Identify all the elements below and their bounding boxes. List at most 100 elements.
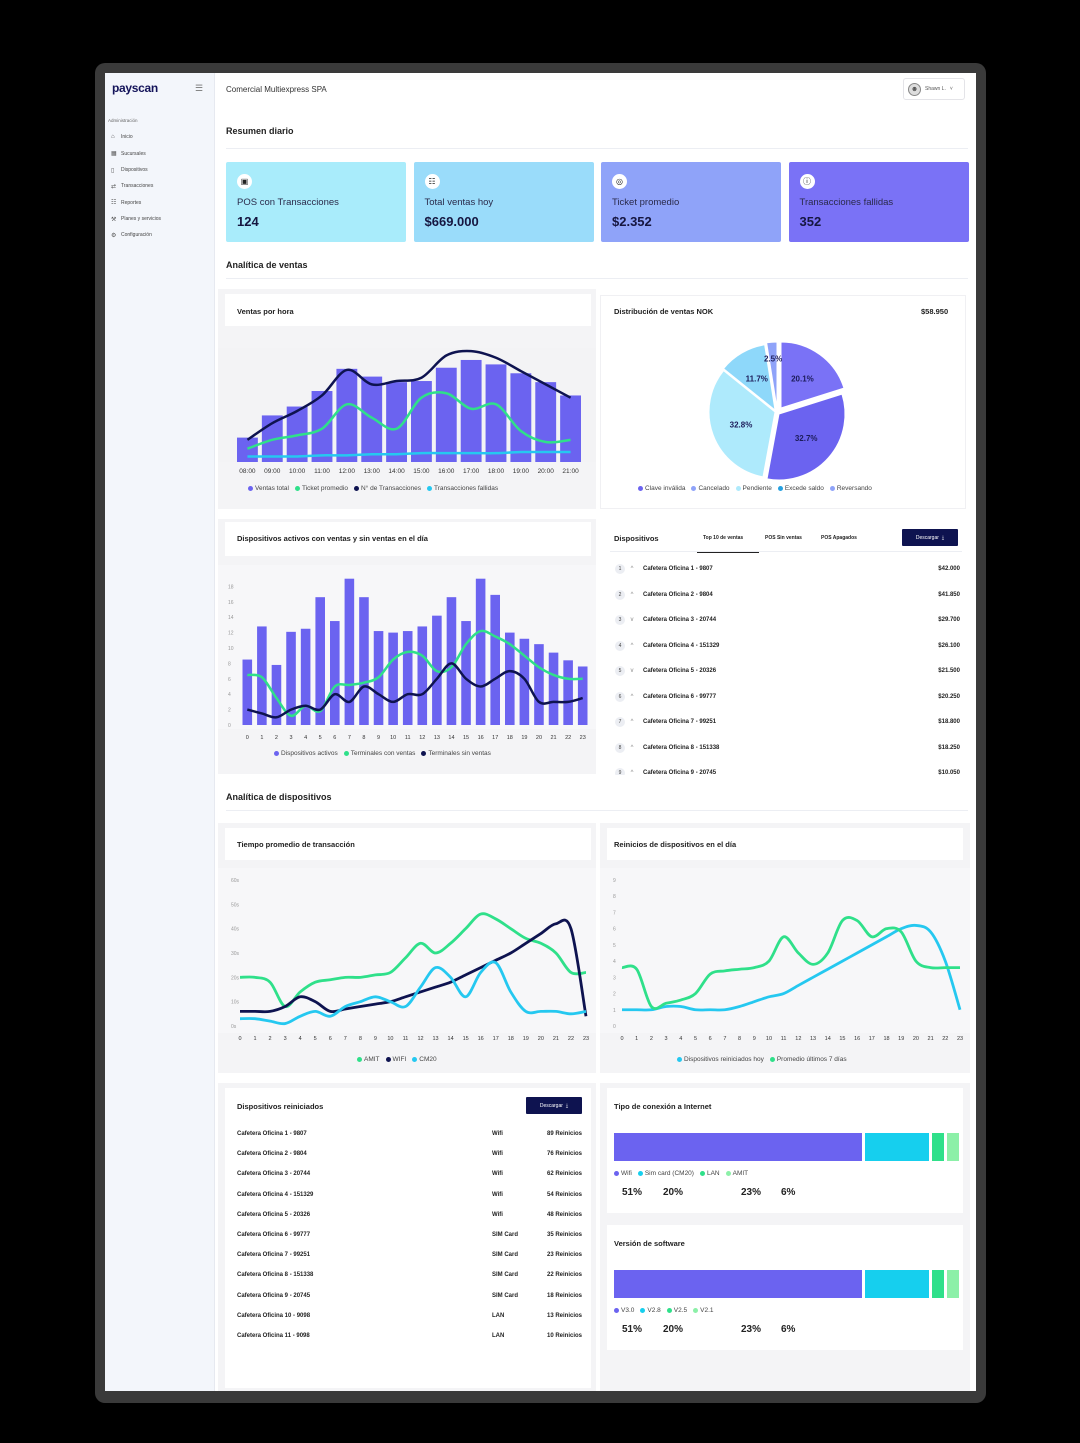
x-tick-label: 20 <box>536 735 542 741</box>
download-icon: ⤓ <box>565 1102 569 1109</box>
x-tick-label: 4 <box>679 1036 682 1042</box>
y-tick-label: 20s <box>231 975 240 981</box>
legend-item: CM20 <box>412 1056 437 1063</box>
legend-item: AMIT <box>725 1170 749 1177</box>
x-tick-label: 22 <box>942 1036 948 1042</box>
kpi-label: Transacciones fallidas <box>799 197 894 208</box>
list-item[interactable]: 9 ^ Cafetera Oficina 9 - 20745 $10.050 <box>615 763 960 775</box>
kpi-card[interactable]: ⓘ Transacciones fallidas 352 <box>788 162 969 242</box>
pie-slice <box>780 341 845 409</box>
sidebar-item[interactable]: ⌂ Inicio <box>111 134 133 140</box>
hamburger-menu-icon[interactable]: ☰ <box>195 83 204 93</box>
download-devices-button[interactable]: Descargar ⤓ <box>902 529 958 546</box>
list-item[interactable]: 8 ^ Cafetera Oficina 8 - 151338 $18.250 <box>615 738 960 758</box>
download-restarts-button[interactable]: Descargar ⤓ <box>526 1097 582 1114</box>
user-menu[interactable]: ☻ Shawn L. ˅ <box>903 78 965 100</box>
percentage-value: 6% <box>781 1187 796 1198</box>
app-screen: payscan ☰ Administración ⌂ Inicio ▦ Sucursa… <box>105 73 976 1391</box>
software-title: Versión de software <box>614 1239 685 1248</box>
legend-label: AMIT <box>732 1170 749 1177</box>
avatar-icon: ☻ <box>908 82 921 96</box>
restarts-legend: Dispositivos reiniciados hoy Promedio últ… <box>677 1056 847 1063</box>
pos-icon: ▣ <box>237 174 252 189</box>
x-tick-label: 14:00 <box>388 468 405 475</box>
divider <box>610 551 962 552</box>
ticket-icon: ◎ <box>612 174 627 189</box>
x-tick-label: 12 <box>795 1036 801 1042</box>
sidebar-item[interactable]: ▦ Sucursales <box>111 150 146 158</box>
list-item[interactable]: 7 ^ Cafetera Oficina 7 - 99251 $18.800 <box>615 712 960 732</box>
stacked-bar-segment <box>614 1133 862 1161</box>
x-tick-label: 0 <box>620 1036 623 1042</box>
kpi-card[interactable]: ☷ Total ventas hoy $669.000 <box>413 162 594 242</box>
download-label: Descargar <box>539 1102 563 1109</box>
sidebar-item-label: Dispositivos <box>121 167 148 174</box>
x-tick-label: 14 <box>448 735 454 741</box>
bar <box>505 632 515 725</box>
sidebar-item[interactable]: ⚒ Planes y servicios <box>111 216 161 223</box>
chevron-down-icon: ˅ <box>949 86 953 92</box>
bar <box>257 626 267 725</box>
sidebar-item[interactable]: ⚙ Configuración <box>111 232 152 239</box>
device-name: Cafetera Oficina 5 - 20326 <box>237 1211 311 1218</box>
kpi-card[interactable]: ◎ Ticket promedio $2.352 <box>601 162 781 242</box>
x-tick-label: 14 <box>825 1036 831 1042</box>
legend-label: LAN <box>706 1170 720 1177</box>
series-line <box>247 450 571 458</box>
legend-item: Wifi <box>614 1170 632 1177</box>
legend-label: AMIT <box>364 1056 380 1063</box>
sidebar-item-label: Configuración <box>121 232 152 239</box>
restart-count: 22 Reinicios <box>546 1272 582 1279</box>
legend-item: Ventas total <box>248 485 289 492</box>
y-tick-label: 9 <box>613 878 616 884</box>
legend-item: Dispositivos reiniciados hoy <box>677 1056 764 1063</box>
sidebar-item[interactable]: ⇄ Transacciones <box>111 183 153 190</box>
list-item[interactable]: 2 ^ Cafetera Oficina 2 - 9804 $41.850 <box>615 585 960 605</box>
x-tick-label: 19 <box>523 1036 529 1042</box>
legend-label: Promedio últimos 7 días <box>776 1056 847 1063</box>
x-tick-label: 17:00 <box>463 468 480 475</box>
legend-label: Terminales sin ventas <box>428 750 491 757</box>
percentage-value: 6% <box>781 1324 796 1335</box>
series-line <box>622 923 962 1012</box>
x-tick-label: 21:00 <box>562 468 579 475</box>
tab-top-10[interactable]: Top 10 de ventas <box>703 535 744 541</box>
bar <box>485 364 507 462</box>
x-tick-label: 3 <box>665 1036 668 1042</box>
bar <box>359 597 369 725</box>
sidebar-item[interactable]: ▯ Dispositivos <box>111 167 148 174</box>
legend-item: V2.5 <box>666 1307 688 1314</box>
list-item[interactable]: 4 ^ Cafetera Oficina 4 - 151329 $26.100 <box>615 636 960 656</box>
kpi-card[interactable]: ▣ POS con Transacciones 124 <box>226 162 406 242</box>
connection-title: Tipo de conexión a Internet <box>614 1102 712 1111</box>
x-tick-label: 15 <box>463 1036 469 1042</box>
legend-label: V2.5 <box>673 1307 688 1314</box>
sidebar-item[interactable]: ☷ Reportes <box>111 199 141 207</box>
rank-badge: 6 <box>615 691 625 702</box>
legend-label: Wifi <box>621 1170 632 1177</box>
device-name: Cafetera Oficina 1 - 9807 <box>237 1131 307 1137</box>
device-value: $21.500 <box>938 668 960 674</box>
connection-type: Wifi <box>492 1211 503 1218</box>
y-tick-label: 50s <box>231 902 240 908</box>
bar <box>548 652 559 725</box>
series-line <box>247 391 571 450</box>
list-item[interactable]: 1 ^ Cafetera Oficina 1 - 9807 $42.000 <box>615 559 960 579</box>
series-line <box>621 916 960 1010</box>
x-tick-label: 21 <box>928 1036 934 1042</box>
logo[interactable]: payscan <box>112 81 158 95</box>
tab-pos-apagados[interactable]: POS Apagados <box>821 535 857 541</box>
trend-icon: v <box>630 668 634 674</box>
list-item[interactable]: 6 ^ Cafetera Oficina 6 - 99777 $20.250 <box>615 687 960 707</box>
company-name: Comercial Multiexpress SPA <box>226 85 327 94</box>
pie-slice <box>722 344 776 412</box>
list-item[interactable]: 5 v Cafetera Oficina 5 - 20326 $21.500 <box>615 661 960 681</box>
list-item[interactable]: 3 v Cafetera Oficina 3 - 20744 $29.700 <box>615 610 960 630</box>
tab-pos-sin-ventas[interactable]: POS Sin ventas <box>765 535 802 541</box>
legend-label: Ticket promedio <box>301 485 348 492</box>
x-tick-label: 18 <box>508 1036 514 1042</box>
legend-label: Dispositivos activos <box>281 750 338 757</box>
series-line <box>239 960 587 1026</box>
restart-count: 54 Reinicios <box>546 1191 582 1198</box>
device-name: Cafetera Oficina 7 - 99251 <box>643 719 717 725</box>
